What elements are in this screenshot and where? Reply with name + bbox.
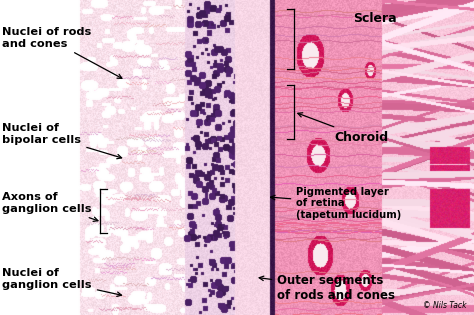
- Text: © Nils Tack: © Nils Tack: [423, 301, 467, 310]
- Text: Outer segments
of rods and cones: Outer segments of rods and cones: [259, 274, 395, 302]
- Text: Axons of
ganglion cells: Axons of ganglion cells: [2, 192, 98, 221]
- Text: Nuclei of rods
and cones: Nuclei of rods and cones: [2, 27, 122, 78]
- Text: Pigmented layer
of retina
(tapetum lucidum): Pigmented layer of retina (tapetum lucid…: [271, 186, 401, 220]
- Text: Choroid: Choroid: [298, 113, 388, 144]
- Text: Nuclei of
ganglion cells: Nuclei of ganglion cells: [2, 268, 121, 296]
- Text: Nuclei of
bipolar cells: Nuclei of bipolar cells: [2, 123, 122, 159]
- Text: Sclera: Sclera: [353, 12, 397, 26]
